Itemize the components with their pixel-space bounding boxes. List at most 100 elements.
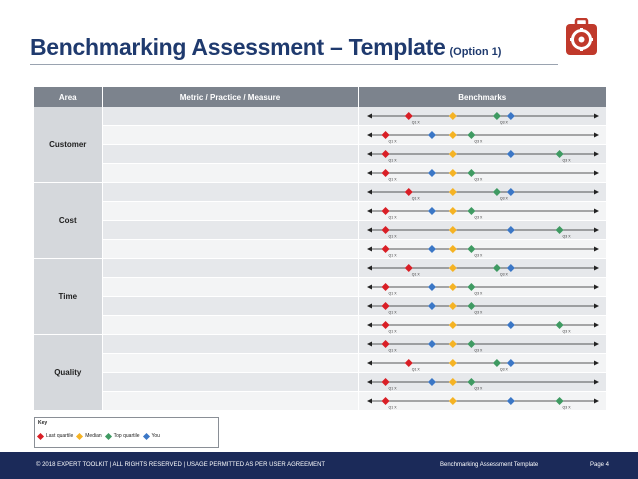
diamond-icon (36, 432, 45, 440)
legend-key: Key Last quartile Median Top quartile You (34, 417, 219, 448)
median-marker (448, 207, 457, 215)
last-marker (381, 245, 390, 253)
diamond-icon (104, 432, 112, 440)
table-row: Q1 X Q3 X (34, 125, 606, 145)
benchmark-cell: Q1 X Q3 X (358, 239, 606, 259)
you-marker (427, 340, 436, 348)
metric-cell[interactable] (102, 125, 359, 145)
last-marker (404, 359, 413, 367)
arrow-left-icon (366, 341, 372, 347)
metric-cell[interactable] (102, 239, 359, 259)
last-marker (381, 321, 390, 329)
key-item: Last quartile (36, 432, 74, 440)
arrow-right-icon (593, 227, 599, 233)
marker-label: Q3 X (499, 197, 508, 201)
arrow-right-icon (593, 113, 599, 119)
you-marker (506, 321, 515, 329)
last-marker (381, 131, 390, 139)
metric-cell[interactable] (102, 372, 359, 392)
last-marker (404, 188, 413, 196)
last-marker (381, 378, 390, 386)
metric-cell[interactable] (102, 258, 359, 278)
last-marker (381, 340, 390, 348)
metric-cell[interactable] (102, 391, 359, 411)
metric-cell[interactable] (102, 107, 359, 126)
table-row: Q1 X Q3 X (34, 296, 606, 316)
benchmark-cell: Q1 X Q3 X (358, 372, 606, 392)
benchmark-cell: Q1 X Q3 X (358, 144, 606, 164)
table-body: Customer Q1 X Q3 X Q1 X Q3 X Q1 X Q3 X Q1 X Q3 X… (34, 107, 606, 411)
marker-label: Q1 X (411, 368, 420, 372)
benchmark-cell: Q1 X Q3 X (358, 353, 606, 373)
key-item-label: Top quartile (113, 433, 140, 439)
you-marker (427, 302, 436, 310)
last-marker (381, 150, 390, 158)
marker-label: Q1 X (388, 406, 397, 410)
area-cell: Time (34, 258, 103, 335)
metric-cell[interactable] (102, 144, 359, 164)
marker-label: Q1 X (388, 330, 397, 334)
median-marker (448, 131, 457, 139)
last-marker (381, 169, 390, 177)
arrow-left-icon (366, 151, 372, 157)
table-row: Time Q1 X Q3 X (34, 258, 606, 335)
table-row: Cost Q1 X Q3 X (34, 182, 606, 259)
marker-label: Q3 X (562, 159, 571, 163)
benchmark-cell: Q1 X Q3 X (358, 277, 606, 297)
benchmark-scale: Q1 X Q3 X (366, 264, 599, 277)
last-marker (381, 283, 390, 291)
table-row: Customer Q1 X Q3 X (34, 107, 606, 183)
top-marker (466, 340, 475, 348)
median-marker (448, 340, 457, 348)
you-marker (506, 264, 515, 272)
metric-cell[interactable] (102, 201, 359, 221)
benchmark-cell: Q1 X Q3 X (358, 107, 606, 126)
top-marker (466, 378, 475, 386)
metric-cell[interactable] (102, 277, 359, 297)
marker-label: Q1 X (388, 178, 397, 182)
median-marker (448, 264, 457, 272)
benchmark-scale: Q1 X Q3 X (366, 131, 599, 144)
arrow-right-icon (593, 208, 599, 214)
metric-cell[interactable] (102, 296, 359, 316)
median-marker (448, 226, 457, 234)
you-marker (427, 131, 436, 139)
marker-label: Q3 X (474, 216, 483, 220)
title-option: (Option 1) (449, 46, 502, 58)
metric-cell[interactable] (102, 334, 359, 354)
footer-page-number: Page 4 (590, 462, 610, 468)
arrow-right-icon (593, 360, 599, 366)
marker-label: Q3 X (499, 273, 508, 277)
arrow-left-icon (366, 246, 372, 252)
top-marker (466, 207, 475, 215)
metric-cell[interactable] (102, 163, 359, 183)
arrow-right-icon (593, 265, 599, 271)
metric-cell[interactable] (102, 220, 359, 240)
median-marker (448, 112, 457, 120)
median-marker (448, 169, 457, 177)
arrow-left-icon (366, 227, 372, 233)
table-row: Q1 X Q3 X (34, 163, 606, 183)
marker-label: Q3 X (562, 406, 571, 410)
table-row: Q1 X Q3 X (34, 239, 606, 259)
arrow-left-icon (366, 379, 372, 385)
key-item-label: Last quartile (46, 433, 74, 439)
arrow-left-icon (366, 208, 372, 214)
arrow-left-icon (366, 170, 372, 176)
metric-cell[interactable] (102, 353, 359, 373)
arrow-left-icon (366, 398, 372, 404)
you-marker (506, 397, 515, 405)
marker-label: Q3 X (474, 178, 483, 182)
key-item-label: Median (85, 433, 102, 439)
marker-label: Q1 X (388, 292, 397, 296)
metric-cell[interactable] (102, 182, 359, 202)
table-row: Q1 X Q3 X (34, 201, 606, 221)
marker-label: Q1 X (388, 140, 397, 144)
metric-cell[interactable] (102, 315, 359, 335)
top-marker (555, 321, 564, 329)
benchmark-scale: Q1 X Q3 X (366, 226, 599, 239)
diamond-icon (142, 432, 150, 440)
marker-label: Q1 X (388, 349, 397, 353)
median-marker (448, 359, 457, 367)
median-marker (448, 321, 457, 329)
